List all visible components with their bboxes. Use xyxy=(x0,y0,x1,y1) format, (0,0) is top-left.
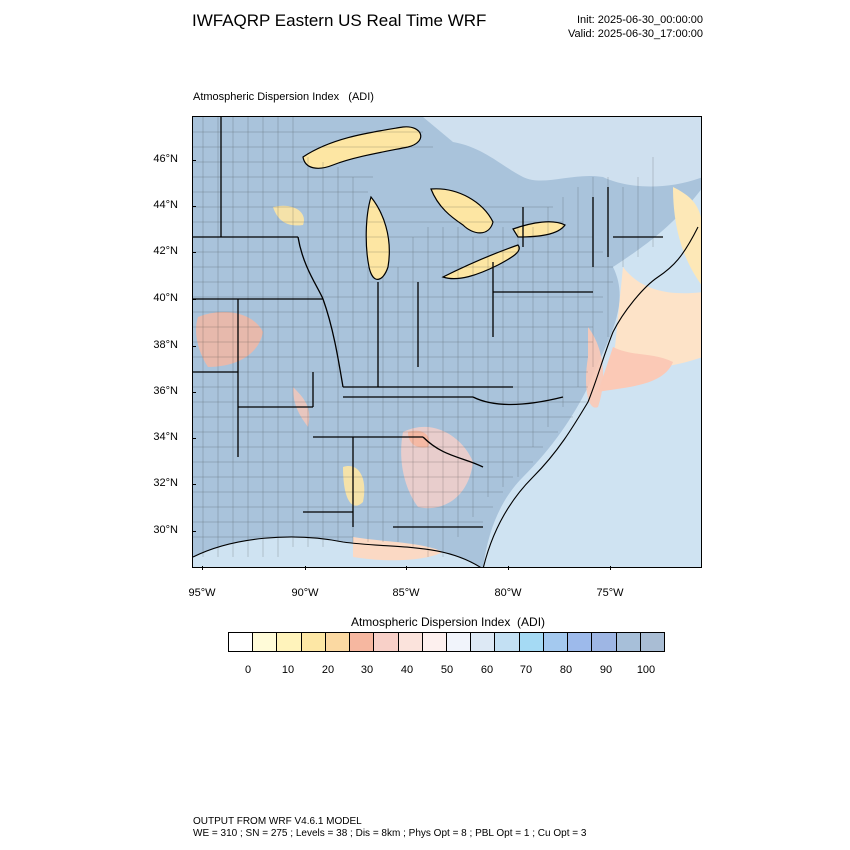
colorbar-label: 30 xyxy=(360,664,374,676)
lon-tick xyxy=(305,566,306,570)
colorbar-label: 60 xyxy=(480,664,494,676)
colorbar-title: Atmospheric Dispersion Index (ADI) xyxy=(350,615,546,629)
lon-label: 95°W xyxy=(188,587,216,599)
lat-label: 32°N xyxy=(153,477,178,489)
colorbar-label: 20 xyxy=(321,664,335,676)
lon-tick xyxy=(610,566,611,570)
lat-tick xyxy=(192,160,196,161)
lake-michigan xyxy=(365,195,390,280)
lon-tick xyxy=(508,566,509,570)
colorbar-label: 90 xyxy=(599,664,613,676)
colorbar-label: 70 xyxy=(519,664,533,676)
colorbar-swatch xyxy=(446,633,472,651)
colorbar-swatch xyxy=(350,633,375,651)
lat-label: 36°N xyxy=(153,385,178,397)
lon-label: 85°W xyxy=(392,587,420,599)
colorbar-swatch xyxy=(398,633,423,651)
colorbar-swatch xyxy=(495,633,520,651)
lat-label: 38°N xyxy=(153,339,178,351)
colorbar-label: 0 xyxy=(244,664,252,676)
lon-label: 80°W xyxy=(494,587,522,599)
map-subtitle: Atmospheric Dispersion Index (ADI) xyxy=(193,91,374,103)
lat-label: 46°N xyxy=(153,153,178,165)
colorbar-swatch xyxy=(616,633,641,651)
lat-label: 30°N xyxy=(153,524,178,536)
colorbar-swatch xyxy=(374,633,399,651)
lon-tick xyxy=(202,566,203,570)
colorbar-swatch xyxy=(277,633,302,651)
colorbar-swatch xyxy=(422,633,447,651)
colorbar-label: 40 xyxy=(400,664,414,676)
colorbar-label: 10 xyxy=(281,664,295,676)
lon-tick xyxy=(406,566,407,570)
lat-tick xyxy=(192,531,196,532)
wisconsin-warm-patch xyxy=(273,205,304,226)
alabama-warm-patch xyxy=(343,466,365,506)
colorbar-swatch xyxy=(592,633,617,651)
lat-tick xyxy=(192,252,196,253)
colorbar-label: 100 xyxy=(636,664,656,676)
ocean-warm-patch xyxy=(613,267,701,369)
colorbar-swatch xyxy=(471,633,496,651)
colorbar-label: 50 xyxy=(440,664,454,676)
colorbar xyxy=(228,632,665,652)
lon-label: 75°W xyxy=(596,587,624,599)
colorbar-label: 80 xyxy=(559,664,573,676)
colorbar-swatch xyxy=(568,633,593,651)
page-title: IWFAQRP Eastern US Real Time WRF xyxy=(192,11,487,30)
colorbar-swatch xyxy=(543,633,569,651)
lat-label: 34°N xyxy=(153,431,178,443)
nova-scotia-region xyxy=(673,187,701,285)
adi-map xyxy=(192,116,702,568)
lon-label: 90°W xyxy=(291,587,319,599)
lat-tick xyxy=(192,484,196,485)
lat-label: 42°N xyxy=(153,245,178,257)
gulf-warm-patch xyxy=(353,537,443,561)
lat-label: 40°N xyxy=(153,292,178,304)
footer-model: OUTPUT FROM WRF V4.6.1 MODEL xyxy=(193,816,362,827)
missouri-warm-patch xyxy=(196,312,263,367)
coastlines xyxy=(193,226,699,567)
colorbar-swatch xyxy=(519,633,544,651)
lat-tick xyxy=(192,346,196,347)
lat-tick xyxy=(192,392,196,393)
colorbar-swatch xyxy=(325,633,351,651)
delmarva-warm-patch xyxy=(586,327,604,408)
colorbar-swatch xyxy=(253,633,278,651)
init-time: Init: 2025-06-30_00:00:00 xyxy=(577,14,703,26)
footer-options: WE = 310 ; SN = 275 ; Levels = 38 ; Dis … xyxy=(193,828,587,839)
ocean-warm-patch-2 xyxy=(598,347,673,392)
colorbar-swatch xyxy=(301,633,326,651)
canada-region xyxy=(423,117,701,187)
lat-tick xyxy=(192,438,196,439)
lake-ontario xyxy=(512,221,566,238)
lat-label: 44°N xyxy=(153,199,178,211)
colorbar-swatch xyxy=(640,633,664,651)
lat-tick xyxy=(192,299,196,300)
georgia-warm-patch-2 xyxy=(408,430,430,448)
colorbar-swatch xyxy=(229,633,254,651)
lat-tick xyxy=(192,206,196,207)
valid-time: Valid: 2025-06-30_17:00:00 xyxy=(568,28,703,40)
state-boundaries xyxy=(193,117,663,528)
map-canvas xyxy=(193,117,701,567)
